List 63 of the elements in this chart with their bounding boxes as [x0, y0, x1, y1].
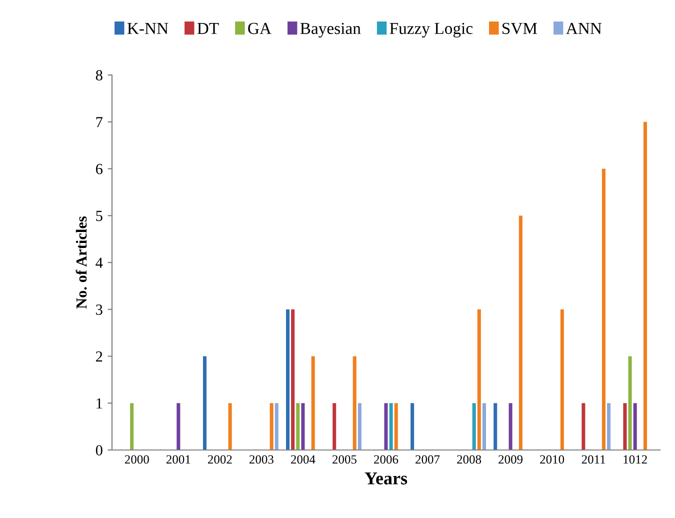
y-tick-label: 7: [96, 117, 103, 128]
bar: [332, 403, 336, 450]
bar: [472, 403, 476, 450]
bar: [508, 403, 512, 450]
legend-label: K-NN: [127, 22, 168, 34]
bar: [296, 403, 300, 450]
bar: [482, 403, 486, 450]
bar: [494, 403, 498, 450]
bar: [477, 309, 481, 450]
legend-label: GA: [248, 22, 272, 34]
y-tick-label: 1: [96, 398, 102, 408]
bar: [301, 403, 305, 450]
bar: [633, 403, 637, 450]
bar: [270, 403, 274, 450]
y-tick-label: 2: [96, 351, 102, 362]
x-tick-label: 2007: [416, 455, 440, 464]
x-tick-label: 2010: [540, 455, 564, 464]
bar: [130, 403, 134, 450]
legend-label: SVM: [502, 22, 538, 34]
bar: [643, 122, 647, 450]
bar: [358, 403, 362, 450]
legend-label: Fuzzy Logic: [390, 22, 473, 38]
bar: [518, 216, 522, 450]
x-tick-label: 2004: [291, 455, 316, 464]
bar: [628, 356, 632, 450]
x-tick-label: 2002: [208, 455, 232, 464]
bar: [602, 168, 606, 450]
y-tick-label: 5: [96, 210, 102, 222]
y-tick-label: 6: [96, 164, 103, 174]
y-tick-label: 3: [96, 304, 102, 315]
x-tick-label: 2006: [374, 455, 398, 464]
bar: [202, 356, 207, 450]
bar: [623, 403, 627, 450]
x-tick-label: 2001: [166, 455, 190, 464]
y-tick-label: 0: [96, 445, 102, 456]
y-axis-title: No. of Articles: [76, 216, 87, 309]
bar: [384, 403, 388, 450]
y-tick-label: 8: [96, 70, 102, 80]
x-axis-title: Years: [364, 472, 408, 484]
bar: [582, 403, 586, 450]
bar: [394, 403, 398, 450]
x-tick-label: 2009: [498, 455, 523, 464]
x-tick-label: 2008: [457, 455, 482, 464]
bar: [352, 356, 356, 450]
bar: [286, 309, 290, 450]
legend-label: DT: [197, 22, 219, 34]
x-tick-label: 2000: [124, 455, 149, 464]
bar: [274, 403, 278, 450]
bar: [176, 403, 180, 450]
bar: [291, 309, 295, 450]
x-tick-label: 2011: [582, 455, 606, 464]
bar: [410, 403, 414, 450]
bar: [607, 403, 611, 450]
x-tick-label: 2005: [332, 455, 356, 464]
y-tick-label: 4: [96, 258, 103, 268]
bar: [389, 403, 393, 450]
legend-label: Bayesian: [300, 22, 361, 38]
x-tick-label: 1012: [624, 455, 647, 464]
bar: [560, 309, 564, 450]
bar: [311, 356, 315, 450]
bar: [228, 403, 232, 450]
legend-label: ANN: [566, 22, 602, 34]
x-tick-label: 2003: [250, 455, 274, 464]
